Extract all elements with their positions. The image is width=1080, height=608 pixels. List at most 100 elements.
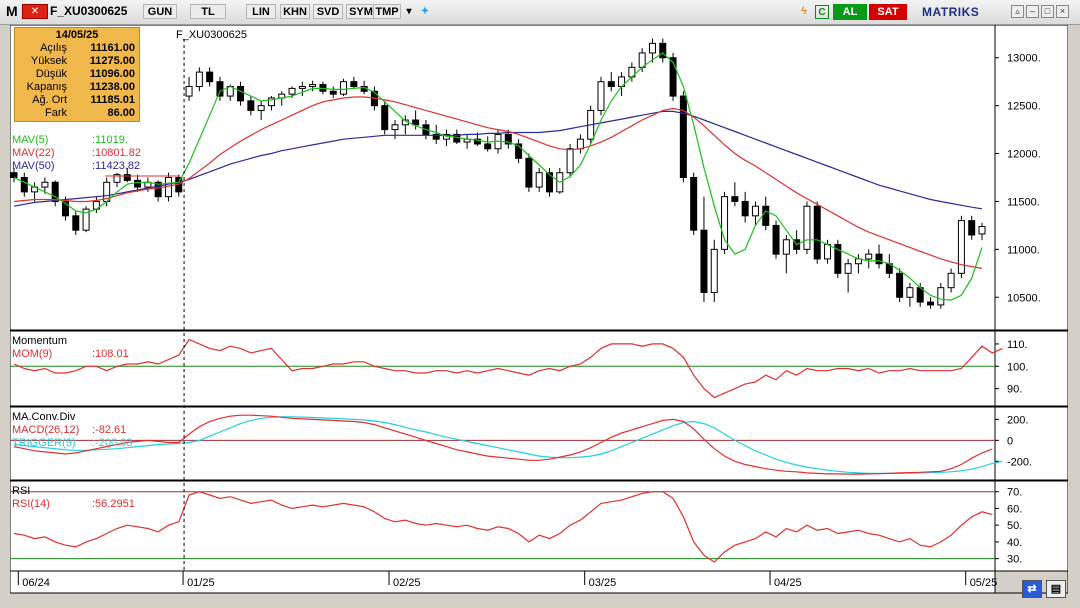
tmp-button[interactable]: TMP	[373, 4, 401, 19]
lightning-icon[interactable]: ϟ	[801, 6, 807, 17]
info-value: 11161.00	[90, 42, 135, 54]
candle-body	[134, 179, 142, 188]
legend-value: :10801.82	[92, 147, 141, 159]
info-label: Yüksek	[30, 55, 67, 67]
info-value: 11096.00	[89, 68, 135, 80]
currency-button[interactable]: TL	[190, 4, 226, 19]
x-tick-label: 04/25	[774, 577, 802, 589]
candle-body	[298, 85, 306, 89]
price-chart-title: F_XU0300625	[176, 29, 247, 41]
y-tick-label: 11000.	[1007, 244, 1040, 256]
candle-body	[576, 138, 584, 150]
pane-background	[10, 25, 996, 331]
candle-body	[82, 208, 90, 231]
sym-button[interactable]: SYM	[346, 4, 376, 19]
twitter-icon[interactable]: ✦	[420, 6, 430, 17]
candle-body	[772, 224, 780, 255]
info-label: Kapanış	[26, 81, 67, 93]
dropdown-icon[interactable]: ▾	[406, 6, 412, 17]
toolbar: M ✕ F_XU0300625 GUN TL LIN KHN SVD SYM T…	[0, 0, 1080, 25]
buy-button[interactable]: AL	[833, 4, 867, 20]
candle-body	[288, 87, 296, 95]
y-tick-label: 60.	[1007, 503, 1022, 515]
candle-body	[751, 205, 759, 217]
sell-button[interactable]: SAT	[869, 4, 907, 20]
minimize-icon[interactable]: –	[1026, 5, 1039, 18]
candle-body	[340, 81, 348, 95]
candle-body	[51, 181, 59, 202]
candle-body	[72, 215, 80, 231]
candle-body	[41, 181, 49, 188]
candle-body	[721, 196, 729, 250]
candle-body	[473, 138, 481, 145]
y-tick-label: 50.	[1007, 520, 1022, 532]
candle-body	[247, 100, 255, 111]
flag-icon[interactable]: ✕	[22, 4, 48, 19]
legend-value: :11423.82	[92, 160, 140, 172]
candle-body	[803, 205, 811, 250]
candle-body	[844, 263, 852, 274]
info-value: 11275.00	[89, 55, 135, 67]
pane-title: Momentum	[12, 335, 67, 347]
app-logo: M	[6, 3, 18, 19]
y-tick-label: 100.	[1007, 361, 1028, 373]
legend-value: :108.01	[92, 348, 129, 360]
symbol-title[interactable]: F_XU0300625	[50, 4, 128, 18]
ohlc-info-box: 14/05/25 Açılış 11161.00 Yüksek 11275.00 D…	[14, 27, 140, 122]
pane-background	[10, 330, 996, 407]
candle-body	[927, 301, 935, 306]
info-row-close: Kapanış 11238.00	[15, 81, 139, 94]
y-tick-label: 12500.	[1007, 101, 1041, 113]
candle-body	[566, 148, 574, 174]
close-icon[interactable]: ×	[1056, 5, 1069, 18]
candle-body	[679, 95, 687, 178]
legend-name: MAV(5)	[12, 134, 48, 146]
legend-name: MOM(9)	[12, 348, 52, 360]
candle-body	[968, 220, 976, 236]
y-tick-label: 11500.	[1007, 196, 1040, 208]
menu-icon[interactable]: ▵	[1011, 5, 1024, 18]
y-tick-label: -200.	[1007, 456, 1032, 468]
axis-background	[994, 330, 1068, 407]
y-tick-label: 110.	[1007, 339, 1028, 351]
refresh-icon[interactable]: C	[815, 5, 829, 19]
candle-body	[412, 119, 420, 126]
sync-icon[interactable]: ⇄	[1022, 580, 1042, 598]
info-value: 11185.01	[90, 94, 135, 106]
candle-body	[597, 81, 605, 111]
candle-body	[195, 71, 203, 87]
info-value: 11238.00	[89, 81, 135, 93]
candle-body	[432, 133, 440, 140]
svd-button[interactable]: SVD	[313, 4, 343, 19]
settings-icon[interactable]: ▤	[1046, 580, 1066, 598]
x-tick-label: 05/25	[970, 577, 998, 589]
maximize-icon[interactable]: □	[1041, 5, 1054, 18]
candle-body	[834, 244, 842, 274]
y-tick-label: 0	[1007, 435, 1013, 447]
y-tick-label: 90.	[1007, 384, 1022, 396]
candle-body	[123, 174, 131, 181]
macd-line	[13, 414, 993, 475]
candle-body	[700, 229, 708, 293]
chart-canvas[interactable]: 13000. 12500. 12000. 11500. 11000. 10500. F_XU…	[10, 25, 1068, 595]
khn-button[interactable]: KHN	[280, 4, 310, 19]
period-button[interactable]: GUN	[143, 4, 177, 19]
axis-background	[994, 480, 1068, 572]
candle-body	[762, 205, 770, 226]
candle-body	[267, 97, 275, 107]
candle-body	[607, 81, 615, 87]
candle-body	[690, 177, 698, 231]
x-tick-label: 03/25	[589, 577, 617, 589]
info-row-high: Yüksek 11275.00	[15, 55, 139, 68]
legend-name: MAV(50)	[12, 160, 55, 172]
trigger-line	[13, 416, 1003, 474]
candle-body	[865, 253, 873, 260]
candle-body	[206, 71, 214, 83]
candle-body	[61, 200, 69, 217]
candle-body	[525, 157, 533, 188]
candle-body	[906, 287, 914, 298]
legend-value: :11019.	[92, 134, 128, 146]
lin-button[interactable]: LIN	[246, 4, 276, 19]
candle-body	[813, 205, 821, 260]
legend-name: TRIGGER(9)	[12, 437, 76, 449]
